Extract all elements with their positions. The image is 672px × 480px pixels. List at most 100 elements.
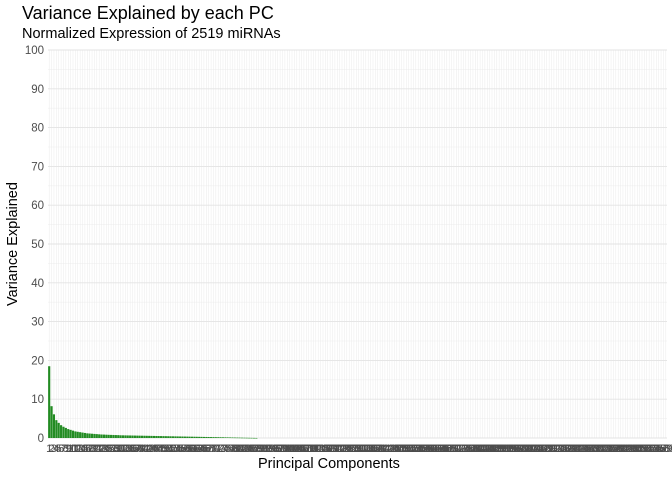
y-tick-label: 70 (31, 161, 44, 173)
bar (86, 433, 89, 438)
bar (69, 429, 72, 438)
x-tick-label: 86 (245, 443, 257, 455)
x-tick-label: 216 (552, 443, 570, 455)
x-tick-label: 37 (129, 443, 141, 455)
x-tick-label: 248 (628, 443, 646, 455)
x-tick-label: 121 (326, 443, 344, 455)
y-tick-label: 10 (31, 394, 44, 406)
x-tick-label: 28 (107, 443, 119, 455)
x-tick-label: 96 (269, 443, 281, 455)
x-tick-label: 129 (345, 443, 363, 455)
bar (167, 436, 170, 438)
x-tick-label: 20 (88, 443, 100, 455)
x-tick-label: 164 (428, 443, 446, 455)
x-tick-label: 75 (219, 443, 231, 455)
x-tick-label: 171 (445, 443, 463, 455)
x-tick-label: 114 (309, 443, 327, 455)
x-tick-label: 222 (566, 443, 584, 455)
x-tick-label: 67 (200, 443, 212, 455)
bar (174, 436, 177, 438)
bar (238, 437, 241, 439)
bar (129, 435, 132, 438)
bar (143, 435, 146, 438)
y-tick-label: 100 (25, 45, 44, 57)
x-tick-label: 186 (480, 443, 498, 455)
bar (183, 436, 186, 438)
x-tick-label: 10 (64, 443, 76, 455)
x-tick-label: 138 (366, 443, 384, 455)
x-tick-label: 119 (321, 443, 339, 455)
x-tick-label: 206 (528, 443, 546, 455)
x-tick-label: 71 (210, 443, 222, 455)
bar (207, 437, 210, 438)
bar (252, 437, 256, 439)
bar (248, 437, 251, 439)
x-tick-label: 251 (635, 443, 653, 455)
x-axis-label: Principal Components (258, 456, 400, 472)
x-tick-label: 239 (607, 443, 625, 455)
x-tick-label: 66 (198, 443, 210, 455)
x-tick-label: 181 (469, 443, 487, 455)
bar (140, 435, 144, 438)
bar (114, 435, 117, 438)
x-tick-label: 223 (569, 443, 587, 455)
x-tick-label: 102 (280, 443, 298, 455)
x-tick-label: 221 (564, 443, 582, 455)
x-tick-label: 133 (354, 443, 372, 455)
bar (243, 437, 246, 439)
x-tick-label: 139 (369, 443, 387, 455)
x-tick-label: 76 (222, 443, 234, 455)
x-tick-label: 11 (67, 443, 78, 455)
x-tick-label: 101 (278, 443, 296, 455)
bar (195, 436, 198, 438)
y-tick-label: 80 (31, 123, 44, 135)
x-tick-label: 123 (330, 443, 348, 455)
y-tick-label: 30 (31, 317, 44, 329)
bar (224, 437, 227, 438)
bar (126, 435, 129, 438)
bar (157, 436, 160, 438)
x-tick-label: 120 (323, 443, 341, 455)
x-tick-label: 224 (571, 443, 589, 455)
x-tick-label: 161 (421, 443, 439, 455)
x-tick-label: 192 (495, 443, 513, 455)
x-tick-label: 56 (174, 443, 186, 455)
x-tick-label: 141 (373, 443, 391, 455)
x-tick-label: 134 (357, 443, 375, 455)
bar (179, 436, 182, 438)
x-tick-label: 215 (549, 443, 567, 455)
bar (121, 435, 125, 438)
bar (155, 435, 158, 438)
bar (145, 435, 148, 438)
x-tick-label: 194 (499, 443, 517, 455)
x-tick-label: 116 (314, 443, 332, 455)
x-tick-label: 36 (126, 443, 138, 455)
x-tick-label: 142 (376, 443, 394, 455)
bar (95, 434, 98, 438)
x-tick-label: 238 (604, 443, 622, 455)
bar (133, 435, 136, 438)
bar (62, 426, 65, 438)
x-tick-label: 202 (519, 443, 537, 455)
x-tick-label: 83 (238, 443, 250, 455)
y-axis-ticks: 0 10 20 30 40 50 60 70 80 90 100 (25, 45, 44, 445)
bar (131, 435, 134, 438)
x-axis-ticks: 1234567891011121314151617181920212223242… (46, 443, 672, 455)
x-tick-label: 185 (478, 443, 496, 455)
x-tick-label: 104 (285, 443, 303, 455)
x-tick-label: 106 (290, 443, 308, 455)
x-tick-label: 249 (630, 443, 648, 455)
bar (181, 436, 184, 438)
x-tick-label: 40 (136, 443, 148, 455)
x-tick-label: 175 (454, 443, 472, 455)
x-tick-label: 240 (609, 443, 627, 455)
x-tick-label: 157 (411, 443, 429, 455)
x-tick-label: 236 (599, 443, 617, 455)
x-tick-label: 210 (538, 443, 556, 455)
x-tick-label: 195 (502, 443, 520, 455)
bar (79, 432, 82, 438)
x-tick-label: 132 (352, 443, 370, 455)
x-tick-label: 180 (466, 443, 484, 455)
x-tick-label: 80 (231, 443, 243, 455)
x-tick-label: 246 (623, 443, 641, 455)
